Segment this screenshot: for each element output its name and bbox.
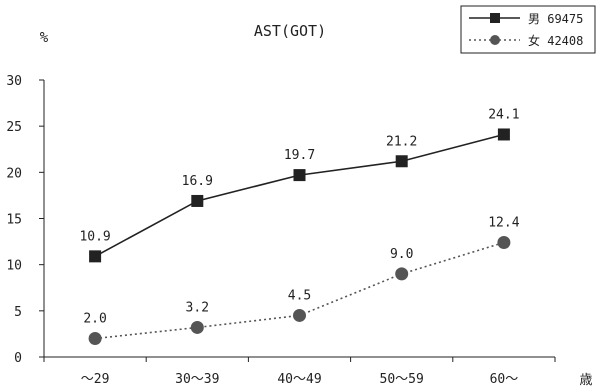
y-tick-label: 10 <box>6 259 22 274</box>
legend: 男 69475 女 42408 <box>460 5 596 54</box>
y-tick-label: 5 <box>14 305 22 320</box>
x-tick-label: 40～49 <box>277 372 321 387</box>
x-axis-unit: 歳 <box>579 373 592 388</box>
data-label: 12.4 <box>488 216 519 231</box>
chart-title: AST(GOT) <box>254 22 326 40</box>
data-point <box>293 308 306 322</box>
series-0: 10.9 16.9 19.7 21.2 24.1 <box>79 107 520 263</box>
y-tick-label: 0 <box>14 351 22 366</box>
y-tick-label: 15 <box>6 213 22 228</box>
data-label: 19.7 <box>284 148 315 163</box>
data-point <box>89 250 102 263</box>
x-tick-label: 60～ <box>490 372 519 387</box>
data-point <box>191 194 204 207</box>
legend-label-female: 女 42408 <box>528 33 583 48</box>
x-tick-label: ～29 <box>81 372 110 387</box>
data-label: 10.9 <box>79 229 110 244</box>
data-label: 2.0 <box>83 312 106 327</box>
y-tick-label: 25 <box>6 120 22 135</box>
data-point <box>395 155 408 168</box>
x-tick-label: 50～59 <box>380 372 424 387</box>
data-label: 9.0 <box>390 247 413 262</box>
data-label: 16.9 <box>182 174 213 189</box>
x-tick-label: 30～39 <box>175 372 219 387</box>
legend-marker-male <box>490 13 500 23</box>
legend-label-male: 男 69475 <box>528 12 583 26</box>
data-point <box>88 332 102 346</box>
series-1: 2.0 3.2 4.5 9.0 12.4 <box>83 216 520 346</box>
data-label: 3.2 <box>186 300 209 315</box>
data-point <box>497 128 510 141</box>
y-tick-label: 30 <box>6 74 22 89</box>
y-axis-unit: % <box>40 30 49 46</box>
data-label: 4.5 <box>288 288 311 303</box>
data-point <box>497 236 511 250</box>
legend-box <box>460 5 596 54</box>
data-point <box>395 267 409 281</box>
data-point <box>293 169 306 182</box>
y-tick-label: 20 <box>6 166 22 181</box>
data-point <box>190 320 204 334</box>
data-label: 24.1 <box>488 107 519 122</box>
data-label: 21.2 <box>386 134 417 149</box>
legend-marker-female <box>490 35 500 45</box>
